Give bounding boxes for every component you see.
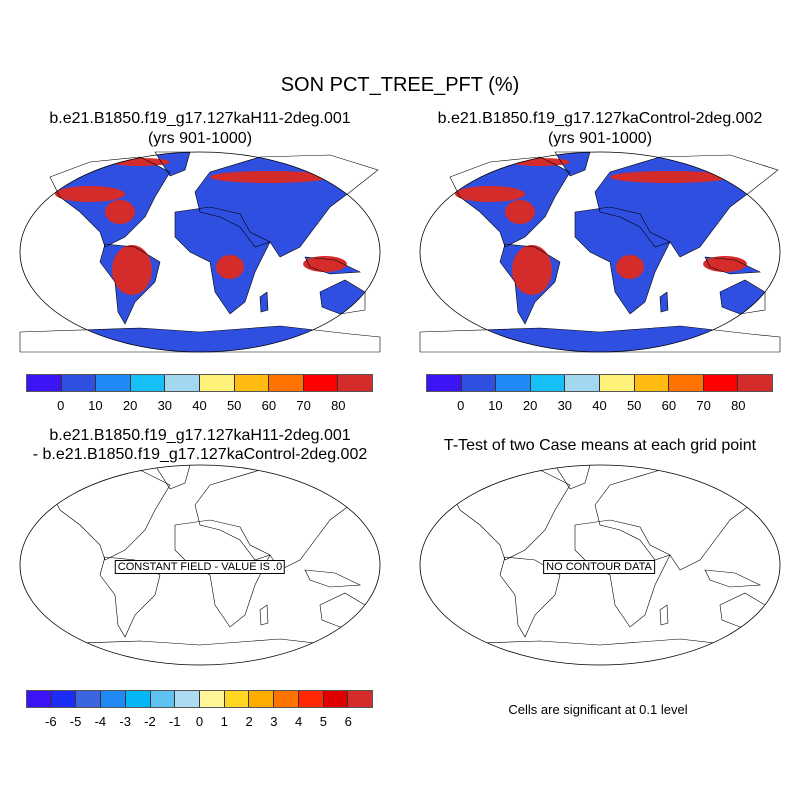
panel1-subtitle: (yrs 901-1000) bbox=[147, 130, 253, 147]
colorbar-box bbox=[51, 691, 77, 707]
colorbar-box bbox=[669, 375, 704, 391]
map-panel1 bbox=[19, 151, 381, 353]
colorbar-tick-label: 0 bbox=[57, 398, 65, 413]
map-border bbox=[19, 151, 381, 353]
colorbar-box bbox=[130, 375, 166, 391]
panel2-subtitle: (yrs 901-1000) bbox=[547, 130, 653, 147]
colorbar-box bbox=[61, 375, 97, 391]
colorbar-box bbox=[76, 691, 102, 707]
colorbar-labels-panel1: 0 10 20 30 40 50 60 70 80 bbox=[26, 398, 373, 414]
significance-note: Cells are significant at 0.1 level bbox=[508, 702, 688, 717]
colorbar-box bbox=[125, 691, 151, 707]
colorbar-box bbox=[234, 375, 270, 391]
colorbar-tick-label: 30 bbox=[157, 398, 173, 413]
colorbar-tick-label: 2 bbox=[245, 714, 253, 729]
colorbar-box bbox=[703, 375, 739, 391]
colorbar-tick-label: 60 bbox=[261, 398, 277, 413]
colorbar-box bbox=[427, 375, 462, 391]
colorbar-tick-label: 70 bbox=[296, 398, 311, 413]
colorbar-box bbox=[27, 691, 52, 707]
colorbar-box bbox=[348, 691, 373, 707]
panel1-title: b.e21.B1850.f19_g17.127kaH11-2deg.001 bbox=[49, 110, 351, 127]
colorbar-tick-label: -4 bbox=[94, 714, 107, 729]
colorbar-box bbox=[274, 691, 299, 707]
colorbar-tick-label: 10 bbox=[88, 398, 103, 413]
colorbar-box bbox=[565, 375, 600, 391]
colorbar-box bbox=[224, 691, 250, 707]
map-panel3 bbox=[19, 464, 381, 666]
constant-field-label: CONSTANT FIELD - VALUE IS .0 bbox=[114, 560, 286, 574]
colorbar-tick-label: -5 bbox=[69, 714, 82, 729]
colorbar-labels-diff: -6 -5 -4 -3 -2 -1 0 1 2 3 4 5 6 bbox=[26, 714, 373, 730]
figure-title: SON PCT_TREE_PFT (%) bbox=[280, 74, 520, 96]
panel2-title: b.e21.B1850.f19_g17.127kaControl-2deg.00… bbox=[437, 110, 763, 127]
colorbar-box bbox=[249, 691, 275, 707]
colorbar-tick-label: 6 bbox=[344, 714, 352, 729]
colorbar-box bbox=[150, 691, 176, 707]
map-border bbox=[419, 151, 781, 353]
colorbar-box bbox=[303, 375, 339, 391]
map-panel2 bbox=[419, 151, 781, 353]
colorbar-box bbox=[165, 375, 200, 391]
colorbar-box bbox=[199, 375, 235, 391]
colorbar-box bbox=[530, 375, 566, 391]
colorbar-tick-label: -3 bbox=[119, 714, 131, 729]
colorbar-labels-panel2: 0 10 20 30 40 50 60 70 80 bbox=[426, 398, 773, 414]
colorbar-tick-label: 50 bbox=[626, 398, 642, 413]
colorbar-box bbox=[496, 375, 531, 391]
colorbar-tick-label: 3 bbox=[270, 714, 278, 729]
colorbar-tick-label: 10 bbox=[488, 398, 503, 413]
colorbar-tick-label: 80 bbox=[331, 398, 346, 413]
colorbar-box bbox=[175, 691, 201, 707]
map-border bbox=[19, 464, 381, 666]
colorbar-tick-label: 40 bbox=[192, 398, 207, 413]
colorbar-tick-label: 5 bbox=[319, 714, 328, 729]
colorbar-box bbox=[338, 375, 372, 391]
colorbar-tick-label: -1 bbox=[168, 714, 181, 729]
colorbar-box bbox=[101, 691, 126, 707]
colorbar-tick-label: 1 bbox=[220, 714, 228, 729]
panel3-title: b.e21.B1850.f19_g17.127kaH11-2deg.001 bbox=[49, 427, 351, 444]
colorbar-tick-label: 0 bbox=[457, 398, 465, 413]
colorbar-tick-label: 40 bbox=[592, 398, 607, 413]
panel4-title: T-Test of two Case means at each grid po… bbox=[443, 437, 757, 454]
colorbar-tick-label: 0 bbox=[195, 714, 204, 729]
colorbar-tick-label: 4 bbox=[295, 714, 303, 729]
colorbar-box bbox=[323, 691, 349, 707]
colorbar-box bbox=[269, 375, 304, 391]
colorbar-diff bbox=[26, 690, 373, 708]
colorbar-box bbox=[200, 691, 225, 707]
colorbar-tick-label: 70 bbox=[696, 398, 711, 413]
colorbar-tick-label: -2 bbox=[144, 714, 156, 729]
colorbar-box bbox=[298, 691, 324, 707]
colorbar-tick-label: 80 bbox=[731, 398, 746, 413]
colorbar-tick-label: 20 bbox=[122, 398, 138, 413]
colorbar-tick-label: 30 bbox=[557, 398, 573, 413]
colorbar-tick-label: -6 bbox=[45, 714, 57, 729]
map-border bbox=[419, 464, 781, 666]
colorbar-tick-label: 50 bbox=[226, 398, 242, 413]
colorbar-box bbox=[27, 375, 62, 391]
colorbar-box bbox=[634, 375, 670, 391]
colorbar-box bbox=[461, 375, 497, 391]
colorbar-tick-label: 60 bbox=[661, 398, 677, 413]
colorbar-box bbox=[738, 375, 772, 391]
colorbar-box bbox=[599, 375, 635, 391]
no-contour-label: NO CONTOUR DATA bbox=[543, 560, 655, 574]
colorbar-tick-label: 20 bbox=[522, 398, 538, 413]
panel3-subtitle: - b.e21.B1850.f19_g17.127kaControl-2deg.… bbox=[32, 446, 368, 463]
colorbar-panel2 bbox=[426, 374, 773, 392]
map-panel4 bbox=[419, 464, 781, 666]
colorbar-box bbox=[96, 375, 131, 391]
colorbar-panel1 bbox=[26, 374, 373, 392]
